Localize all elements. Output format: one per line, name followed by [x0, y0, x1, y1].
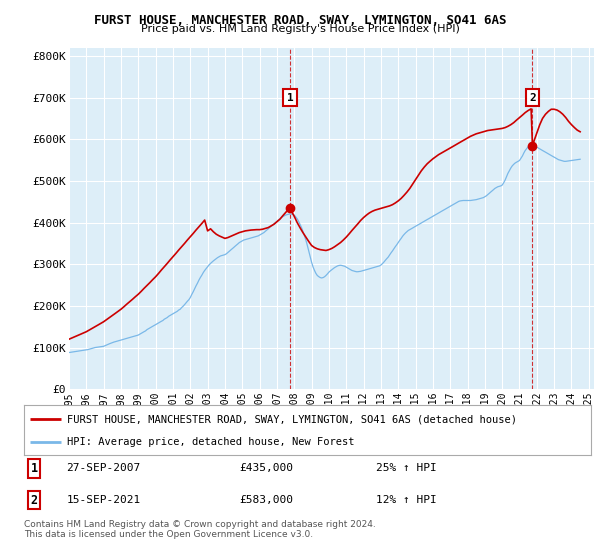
Text: 1: 1 — [31, 462, 38, 475]
Text: HPI: Average price, detached house, New Forest: HPI: Average price, detached house, New … — [67, 437, 354, 447]
Text: 25% ↑ HPI: 25% ↑ HPI — [376, 464, 436, 474]
Text: £435,000: £435,000 — [239, 464, 293, 474]
Text: 2: 2 — [529, 92, 536, 102]
Text: 12% ↑ HPI: 12% ↑ HPI — [376, 496, 436, 505]
Text: 2: 2 — [31, 494, 38, 507]
Text: FURST HOUSE, MANCHESTER ROAD, SWAY, LYMINGTON, SO41 6AS (detached house): FURST HOUSE, MANCHESTER ROAD, SWAY, LYMI… — [67, 414, 517, 424]
Text: Contains HM Land Registry data © Crown copyright and database right 2024.
This d: Contains HM Land Registry data © Crown c… — [24, 520, 376, 539]
Text: 27-SEP-2007: 27-SEP-2007 — [67, 464, 141, 474]
Text: FURST HOUSE, MANCHESTER ROAD, SWAY, LYMINGTON, SO41 6AS: FURST HOUSE, MANCHESTER ROAD, SWAY, LYMI… — [94, 14, 506, 27]
Text: 1: 1 — [287, 92, 293, 102]
Text: 15-SEP-2021: 15-SEP-2021 — [67, 496, 141, 505]
Text: Price paid vs. HM Land Registry's House Price Index (HPI): Price paid vs. HM Land Registry's House … — [140, 24, 460, 34]
Text: £583,000: £583,000 — [239, 496, 293, 505]
